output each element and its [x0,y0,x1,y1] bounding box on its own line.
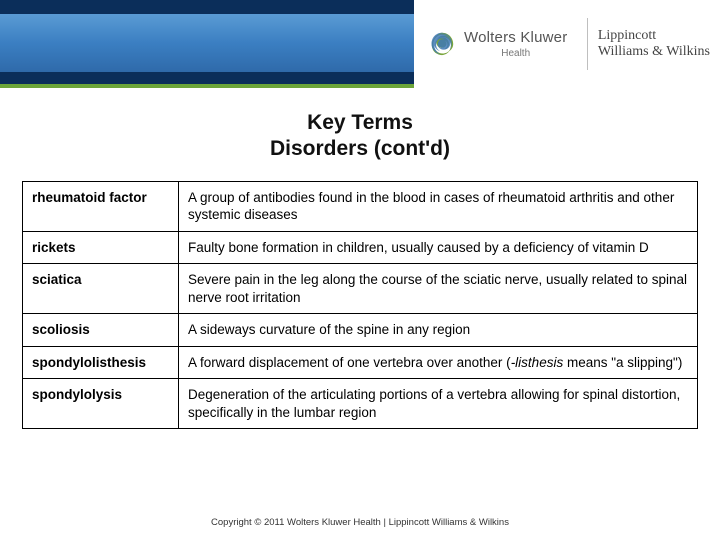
brand-divider [587,18,588,70]
title-block: Key Terms Disorders (cont'd) [0,110,720,163]
brand-wk-sub: Health [464,48,567,59]
table-row: sciaticaSevere pain in the leg along the… [23,264,698,314]
definition-cell: A group of antibodies found in the blood… [179,181,698,231]
brand-right-line1: Lippincott [598,28,710,44]
brand-wk-name: Wolters Kluwer [464,29,567,46]
brand-box: Wolters Kluwer Health Lippincott William… [414,0,720,88]
brand-right: Lippincott Williams & Wilkins [598,28,710,60]
term-cell: spondylolisthesis [23,346,179,379]
term-cell: sciatica [23,264,179,314]
definition-cell: Faulty bone formation in children, usual… [179,231,698,264]
term-cell: rheumatoid factor [23,181,179,231]
definition-cell: Severe pain in the leg along the course … [179,264,698,314]
copyright-footer: Copyright © 2011 Wolters Kluwer Health |… [0,517,720,528]
definition-cell: Degeneration of the articulating portion… [179,379,698,429]
table-row: spondylolisthesisA forward displacement … [23,346,698,379]
wolters-kluwer-logo-icon [428,30,456,58]
definition-cell: A sideways curvature of the spine in any… [179,314,698,347]
table-row: scoliosisA sideways curvature of the spi… [23,314,698,347]
term-cell: spondylolysis [23,379,179,429]
terms-table: rheumatoid factorA group of antibodies f… [22,181,698,430]
term-cell: scoliosis [23,314,179,347]
title-line1: Key Terms [307,111,413,134]
brand-right-line2: Williams & Wilkins [598,44,710,60]
table-row: spondylolysisDegeneration of the articul… [23,379,698,429]
table-row: rheumatoid factorA group of antibodies f… [23,181,698,231]
brand-left: Wolters Kluwer Health [428,29,577,59]
table-row: ricketsFaulty bone formation in children… [23,231,698,264]
title-line2: Disorders (cont'd) [270,137,450,160]
brand-left-text: Wolters Kluwer Health [464,29,567,59]
page-title: Key Terms Disorders (cont'd) [0,110,720,163]
terms-tbody: rheumatoid factorA group of antibodies f… [23,181,698,429]
header-band: Wolters Kluwer Health Lippincott William… [0,0,720,88]
definition-cell: A forward displacement of one vertebra o… [179,346,698,379]
term-cell: rickets [23,231,179,264]
